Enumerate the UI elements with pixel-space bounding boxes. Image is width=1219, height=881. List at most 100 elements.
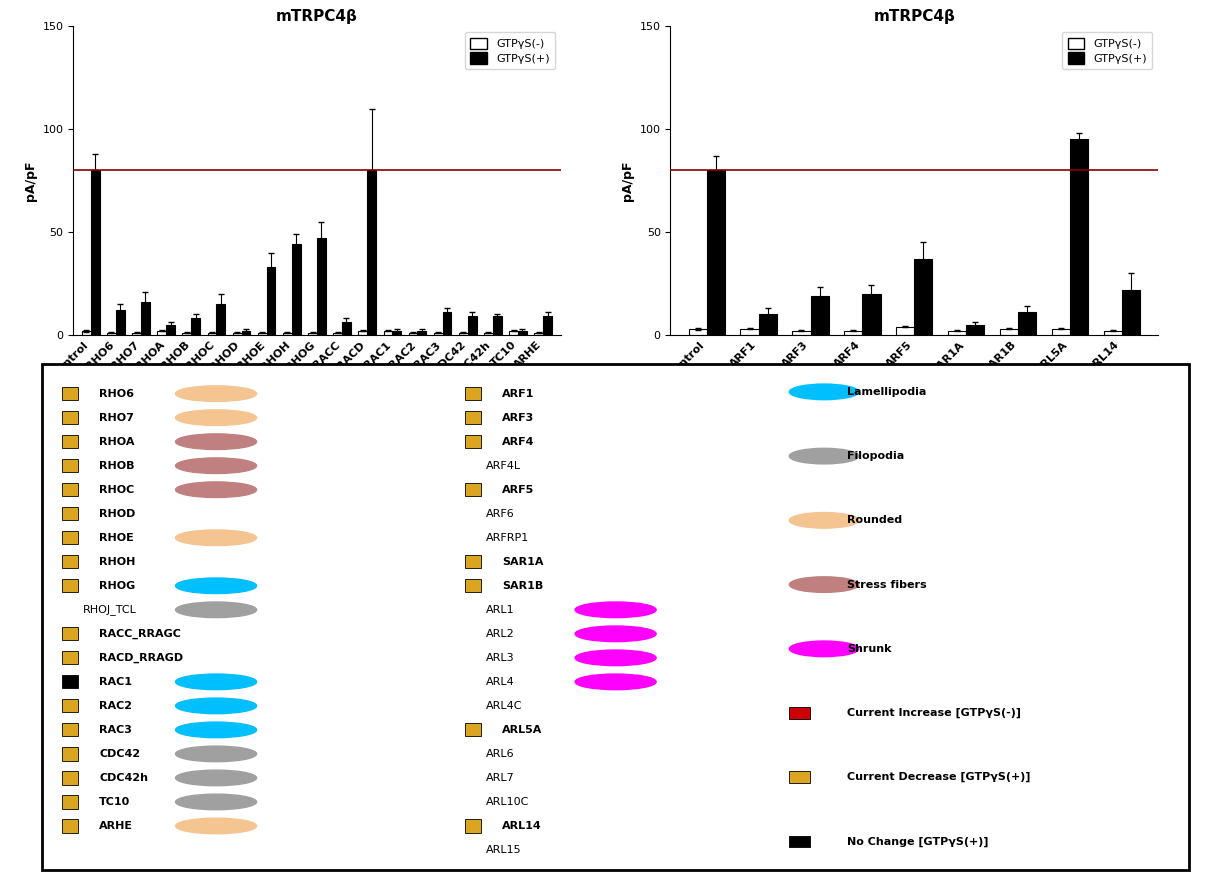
Bar — [267, 267, 275, 335]
Bar — [62, 483, 78, 496]
Ellipse shape — [176, 578, 256, 594]
Bar — [689, 329, 707, 335]
Text: SAR1B: SAR1B — [502, 581, 544, 591]
Legend: GTPγS(-), GTPγS(+): GTPγS(-), GTPγS(+) — [464, 32, 555, 70]
Ellipse shape — [176, 746, 256, 762]
Bar — [157, 330, 166, 335]
Bar — [758, 315, 777, 335]
Text: ARL3: ARL3 — [486, 653, 514, 663]
Bar — [466, 483, 482, 496]
Text: ARL1: ARL1 — [486, 604, 514, 615]
Text: ARL4C: ARL4C — [486, 701, 523, 711]
Bar — [544, 316, 552, 335]
Bar — [62, 507, 78, 521]
Bar — [492, 316, 502, 335]
Bar — [1052, 329, 1070, 335]
Bar — [62, 819, 78, 833]
Text: RAC2: RAC2 — [99, 701, 132, 711]
Ellipse shape — [790, 384, 859, 400]
Text: ARL6: ARL6 — [486, 749, 514, 759]
Bar — [62, 700, 78, 713]
Bar — [790, 707, 811, 719]
Text: RHOB: RHOB — [99, 461, 134, 470]
Text: ARL2: ARL2 — [486, 629, 514, 639]
Bar — [862, 293, 880, 335]
Ellipse shape — [176, 674, 256, 690]
Bar — [62, 796, 78, 809]
Text: ARF1: ARF1 — [502, 389, 534, 399]
Text: Filopodia: Filopodia — [847, 451, 904, 461]
Ellipse shape — [176, 433, 256, 449]
Title: mTRPC4β: mTRPC4β — [275, 9, 358, 24]
Bar — [82, 330, 90, 335]
Bar — [343, 322, 351, 335]
Bar — [132, 333, 141, 335]
Ellipse shape — [575, 674, 656, 690]
Bar — [707, 170, 725, 335]
Ellipse shape — [176, 794, 256, 810]
Bar — [62, 411, 78, 425]
Bar — [191, 318, 200, 335]
Text: CDC42: CDC42 — [99, 749, 140, 759]
Ellipse shape — [790, 577, 859, 592]
Bar — [393, 330, 401, 335]
Bar — [62, 579, 78, 592]
Bar — [967, 324, 984, 335]
Text: CDC42h: CDC42h — [99, 773, 147, 783]
Text: ARF6: ARF6 — [486, 508, 514, 519]
Bar — [466, 819, 482, 833]
Bar — [417, 330, 427, 335]
Bar — [183, 333, 191, 335]
Text: ARL5A: ARL5A — [502, 725, 542, 735]
Text: Rounded: Rounded — [847, 515, 902, 525]
Bar — [367, 170, 375, 335]
Text: RHOH: RHOH — [99, 557, 135, 566]
Text: Stress fibers: Stress fibers — [847, 580, 926, 589]
Bar — [116, 310, 124, 335]
Bar — [62, 675, 78, 688]
Legend: GTPγS(-), GTPγS(+): GTPγS(-), GTPγS(+) — [1062, 32, 1152, 70]
Text: ARF4: ARF4 — [502, 437, 535, 447]
Bar — [384, 330, 393, 335]
Bar — [740, 329, 758, 335]
Text: Shrunk: Shrunk — [847, 644, 892, 654]
Bar — [1103, 330, 1121, 335]
Bar — [468, 316, 477, 335]
Bar — [790, 835, 811, 848]
Text: RHOG: RHOG — [99, 581, 135, 591]
Ellipse shape — [176, 530, 256, 545]
Bar — [1070, 139, 1089, 335]
Bar — [62, 531, 78, 544]
Ellipse shape — [176, 386, 256, 402]
Ellipse shape — [176, 602, 256, 618]
Bar — [62, 627, 78, 640]
Bar — [233, 333, 241, 335]
Y-axis label: pA/pF: pA/pF — [622, 160, 634, 201]
Bar — [518, 330, 527, 335]
Text: ARF3: ARF3 — [502, 412, 534, 423]
Ellipse shape — [575, 602, 656, 618]
Text: RHOE: RHOE — [99, 533, 134, 543]
Bar — [107, 333, 116, 335]
Bar — [291, 244, 301, 335]
Ellipse shape — [176, 722, 256, 737]
Bar — [442, 312, 451, 335]
Text: RHOA: RHOA — [99, 437, 134, 447]
Bar — [62, 435, 78, 448]
Bar — [466, 387, 482, 400]
Text: RHOC: RHOC — [99, 485, 134, 495]
Bar — [90, 170, 100, 335]
Ellipse shape — [176, 458, 256, 473]
Bar — [1000, 329, 1018, 335]
Ellipse shape — [176, 818, 256, 833]
Bar — [484, 333, 492, 335]
Text: ARL10C: ARL10C — [486, 797, 529, 807]
Bar — [62, 723, 78, 737]
Text: RAC1: RAC1 — [99, 677, 132, 687]
Bar — [62, 459, 78, 472]
Ellipse shape — [176, 770, 256, 786]
Bar — [434, 333, 442, 335]
Bar — [141, 302, 150, 335]
Text: RAC3: RAC3 — [99, 725, 132, 735]
Bar — [408, 333, 417, 335]
